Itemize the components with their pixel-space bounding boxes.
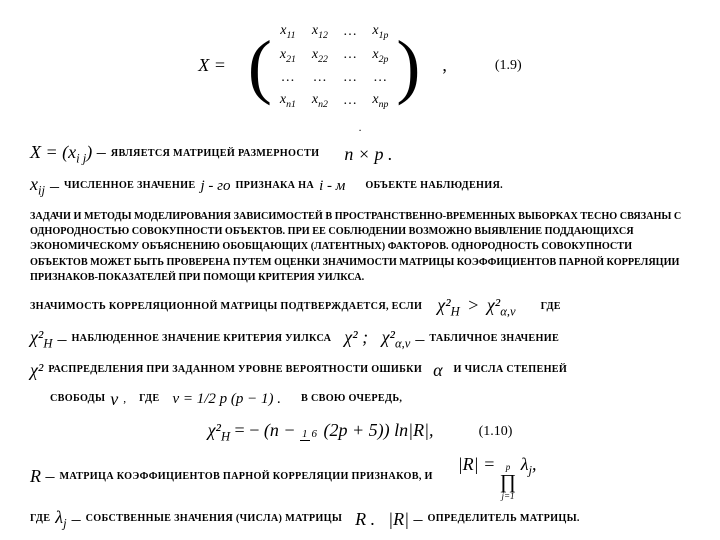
xij-symbol: xij [30, 172, 45, 200]
detR-expr: |R| = p ∏ j=1 λj, [458, 452, 537, 501]
equation-1-10: χ²H = − (n − 16 (2p + 5)) ln|R|, (1.10) [30, 418, 690, 446]
R-dot: R . [355, 507, 375, 532]
lambda-symbol: λj [55, 505, 66, 533]
line-chi-observed: χ²H – НАБЛЮДЕННОЕ ЗНАЧЕНИЕ КРИТЕРИЯ УИЛК… [30, 325, 690, 353]
X-def: X = (xi j) – [30, 140, 106, 168]
equation-number-1-9: (1.9) [495, 56, 522, 76]
detR-symbol: |R| – [388, 507, 422, 532]
line-eigenvalues: ГДЕ λj – СОБСТВЕННЫЕ ЗНАЧЕНИЯ (ЧИСЛА) МА… [30, 505, 690, 533]
equation-number-1-10: (1.10) [479, 422, 513, 442]
line-significance: ЗНАЧИМОСТЬ КОРРЕЛЯЦИОННОЙ МАТРИЦЫ ПОДТВЕ… [30, 293, 690, 321]
paragraph-main: ЗАДАЧИ И МЕТОДЫ МОДЕЛИРОВАНИЯ ЗАВИСИМОСТ… [30, 209, 690, 285]
matrix-X: ( x11x12…x1p x21x22…x2p ………… xn1xn2…xnp … [248, 20, 420, 112]
line-R-matrix: R – МАТРИЦА КОЭФФИЦИЕНТОВ ПАРНОЙ КОРРЕЛЯ… [30, 452, 690, 501]
size-np: n × p . [344, 142, 392, 167]
matrix-lhs: X = [198, 53, 226, 78]
alpha-symbol: α [433, 358, 442, 383]
line-chi-distr: χ² РАСПРЕДЕЛЕНИЯ ПРИ ЗАДАННОМ УРОВНЕ ВЕР… [30, 358, 690, 383]
line-dimension: X = (xi j) – ЯВЛЯЕТСЯ МАТРИЦЕЙ РАЗМЕРНОС… [30, 140, 690, 168]
nu-formula: ν = 1/2 p (p − 1) . [172, 389, 281, 410]
line-xij: xij – ЧИСЛЕННОЕ ЗНАЧЕНИЕ j - го ПРИЗНАКА… [30, 172, 690, 200]
nu-symbol: ν [110, 387, 118, 412]
chiH-symbol: χ²H [30, 325, 52, 353]
R-symbol: R – [30, 464, 55, 489]
equation-1-9: X = ( x11x12…x1p x21x22…x2p ………… xn1xn2…… [30, 20, 690, 112]
matrix-comma: , [442, 53, 447, 78]
text-is-matrix: ЯВЛЯЕТСЯ МАТРИЦЕЙ РАЗМЕРНОСТИ [111, 147, 320, 161]
chi-compare: χ²H > χ²α,ν [437, 293, 515, 321]
dot-separator: . [30, 120, 690, 136]
line-dof: СВОБОДЫ ν , ГДЕ ν = 1/2 p (p − 1) . В СВ… [50, 387, 690, 412]
chi-tabular: χ² ; χ²α,ν [344, 325, 410, 353]
